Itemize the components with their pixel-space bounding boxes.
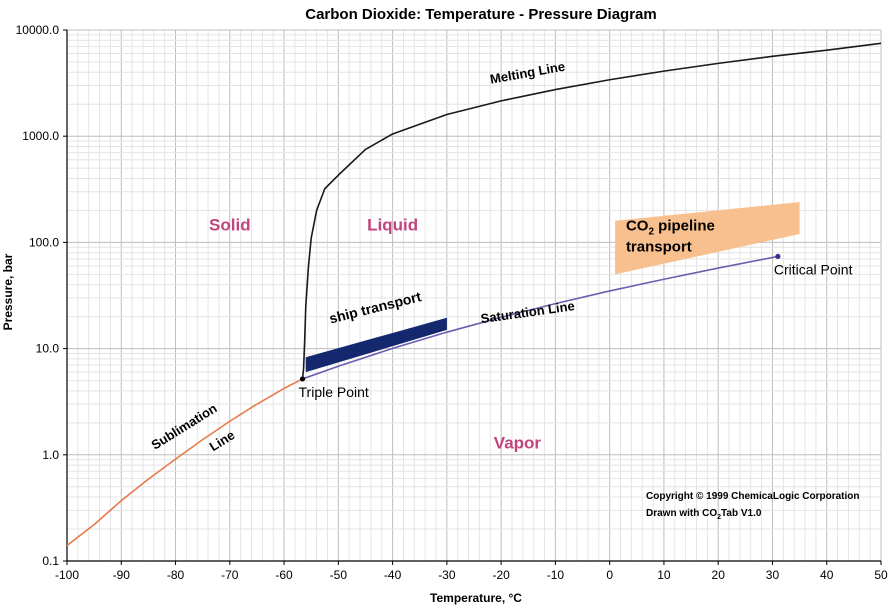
label-liquid: Liquid [367,215,418,234]
x-tick-label: -40 [384,568,402,582]
pipeline-transport-label: CO2 pipeline [626,218,715,238]
y-axis-label: Pressure, bar [1,253,15,330]
x-tick-label: -50 [330,568,348,582]
y-tick-label: 1000.0 [22,129,59,143]
point-triple-point [299,376,306,382]
label-vapor: Vapor [494,433,542,452]
pipeline-transport-label-line2: transport [626,239,692,256]
region-co2-pipeline-transport [615,202,800,275]
key-points: Triple Point Critical Point [299,253,853,400]
x-tick-label: -60 [275,568,293,582]
y-tick-label: 1.0 [42,448,59,462]
x-tick-label: 20 [712,568,726,582]
phase-lines [66,42,882,547]
label-solid: Solid [209,215,251,234]
x-tick-label: 10 [657,568,671,582]
triple-point-label: Triple Point [299,384,369,400]
ship-transport-label: ship transport [328,288,424,326]
x-tick-label: -20 [492,568,510,582]
x-tick-label: -100 [55,568,79,582]
x-tick-label: 30 [766,568,780,582]
drawn-with-text: Drawn with CO2Tab V1.0 [646,508,762,521]
x-tick-label: -90 [113,568,131,582]
x-tick-label: -80 [167,568,185,582]
series-saturation-line [302,255,779,380]
x-tick-label: 0 [606,568,613,582]
axes: -100 -90 -80 -70 -60 -50 -40 -30 -20 -10 0 10 20 30 40… [16,23,888,582]
transport-regions [305,202,800,373]
region-ship-transport [305,317,447,373]
x-tick-label: 50 [874,568,888,582]
copyright-text: Copyright © 1999 ChemicaLogic Corporatio… [646,491,860,502]
label-sublimation-line-2: Line [207,427,238,454]
region-labels: Solid Liquid Vapor Melting Line Saturation L… [148,59,859,521]
x-tick-label: 40 [820,568,834,582]
x-tick-label: -10 [547,568,565,582]
y-tick-label: 10000.0 [16,23,60,37]
label-melting-line: Melting Line [489,59,566,87]
series-melting-line [301,42,882,380]
y-tick-label: 0.1 [42,554,59,568]
y-tick-label: 100.0 [29,235,59,249]
label-saturation-line: Saturation Line [480,298,576,326]
x-axis-label: Temperature, °C [430,591,522,605]
series-sublimation-line [66,378,303,547]
critical-point-label: Critical Point [774,261,853,277]
x-tick-label: -30 [438,568,456,582]
x-tick-label: -70 [221,568,239,582]
chart-title: Carbon Dioxide: Temperature - Pressure D… [305,6,657,23]
y-tick-label: 10.0 [36,342,60,356]
grid-lines [66,29,882,562]
point-critical-point [775,253,781,260]
